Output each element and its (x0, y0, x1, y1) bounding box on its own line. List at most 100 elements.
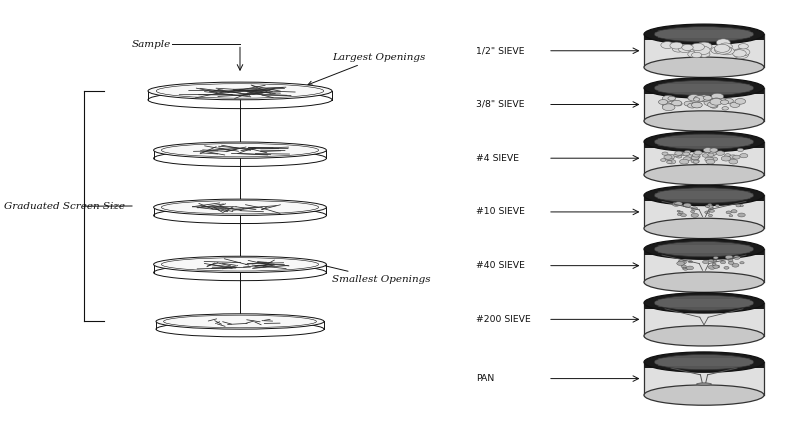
Circle shape (681, 214, 686, 217)
Circle shape (716, 39, 730, 46)
Circle shape (708, 203, 712, 206)
Circle shape (688, 94, 700, 101)
Circle shape (720, 47, 734, 55)
Circle shape (724, 266, 729, 269)
Circle shape (739, 205, 743, 207)
Circle shape (726, 211, 731, 214)
Circle shape (682, 152, 690, 156)
Circle shape (740, 261, 744, 264)
Circle shape (713, 256, 718, 259)
Circle shape (707, 102, 718, 107)
Polygon shape (644, 362, 764, 368)
Circle shape (736, 48, 750, 56)
Circle shape (708, 153, 714, 157)
Polygon shape (644, 303, 764, 309)
Circle shape (666, 156, 674, 161)
Circle shape (738, 148, 743, 151)
Circle shape (678, 260, 684, 263)
Circle shape (690, 211, 694, 213)
Circle shape (691, 102, 702, 108)
Ellipse shape (654, 242, 754, 257)
Circle shape (662, 95, 674, 102)
Ellipse shape (154, 199, 326, 215)
Polygon shape (644, 88, 764, 94)
Circle shape (720, 261, 726, 264)
Circle shape (733, 49, 746, 56)
Circle shape (710, 148, 718, 152)
Circle shape (711, 47, 724, 54)
Text: Largest Openings: Largest Openings (308, 52, 426, 85)
Circle shape (668, 159, 676, 164)
Polygon shape (644, 303, 764, 336)
Circle shape (677, 210, 680, 212)
Circle shape (684, 151, 690, 154)
Circle shape (691, 159, 699, 163)
Circle shape (693, 153, 700, 157)
Circle shape (711, 93, 724, 100)
Circle shape (719, 98, 729, 103)
Circle shape (678, 260, 686, 264)
Circle shape (674, 202, 682, 206)
Text: #10 SIEVE: #10 SIEVE (476, 207, 525, 217)
Circle shape (713, 265, 719, 268)
Circle shape (681, 265, 686, 268)
Circle shape (662, 103, 672, 107)
Text: Graduated Screen Size: Graduated Screen Size (4, 201, 125, 211)
Circle shape (703, 148, 712, 153)
Polygon shape (644, 34, 764, 67)
Circle shape (693, 160, 699, 163)
Polygon shape (644, 249, 764, 282)
Ellipse shape (654, 354, 754, 370)
Polygon shape (644, 142, 764, 175)
Ellipse shape (154, 256, 326, 272)
Circle shape (729, 159, 738, 164)
Circle shape (668, 96, 676, 100)
Text: #4 SIEVE: #4 SIEVE (476, 154, 519, 163)
Circle shape (666, 154, 675, 159)
Circle shape (733, 155, 740, 159)
Circle shape (713, 260, 717, 262)
Circle shape (706, 159, 714, 164)
Circle shape (735, 99, 746, 104)
Circle shape (664, 155, 672, 159)
Circle shape (729, 261, 734, 264)
Circle shape (712, 98, 721, 103)
Circle shape (728, 259, 733, 261)
Ellipse shape (654, 134, 754, 149)
Circle shape (694, 155, 700, 158)
Circle shape (658, 99, 668, 104)
Circle shape (674, 102, 682, 106)
Circle shape (733, 50, 746, 57)
Circle shape (691, 156, 699, 160)
Circle shape (678, 46, 691, 52)
Circle shape (712, 263, 716, 265)
Circle shape (710, 157, 718, 161)
Circle shape (679, 152, 686, 156)
Circle shape (710, 207, 714, 209)
Circle shape (720, 100, 729, 104)
Circle shape (731, 210, 737, 213)
Circle shape (719, 43, 732, 50)
Ellipse shape (644, 24, 764, 44)
Circle shape (679, 261, 683, 263)
Circle shape (687, 155, 693, 158)
Polygon shape (644, 88, 764, 121)
Ellipse shape (644, 272, 764, 292)
Ellipse shape (644, 239, 764, 259)
Circle shape (698, 95, 710, 102)
Circle shape (710, 104, 718, 108)
Ellipse shape (644, 165, 764, 185)
Circle shape (691, 213, 698, 217)
Text: 3/8" SIEVE: 3/8" SIEVE (476, 100, 525, 109)
Circle shape (686, 266, 694, 270)
Ellipse shape (644, 293, 764, 313)
Ellipse shape (654, 27, 754, 42)
Circle shape (691, 156, 698, 160)
Circle shape (691, 52, 702, 58)
Ellipse shape (654, 295, 754, 310)
Circle shape (724, 99, 734, 103)
Circle shape (708, 214, 713, 217)
Circle shape (709, 152, 716, 156)
Circle shape (661, 41, 674, 49)
Polygon shape (644, 362, 764, 395)
